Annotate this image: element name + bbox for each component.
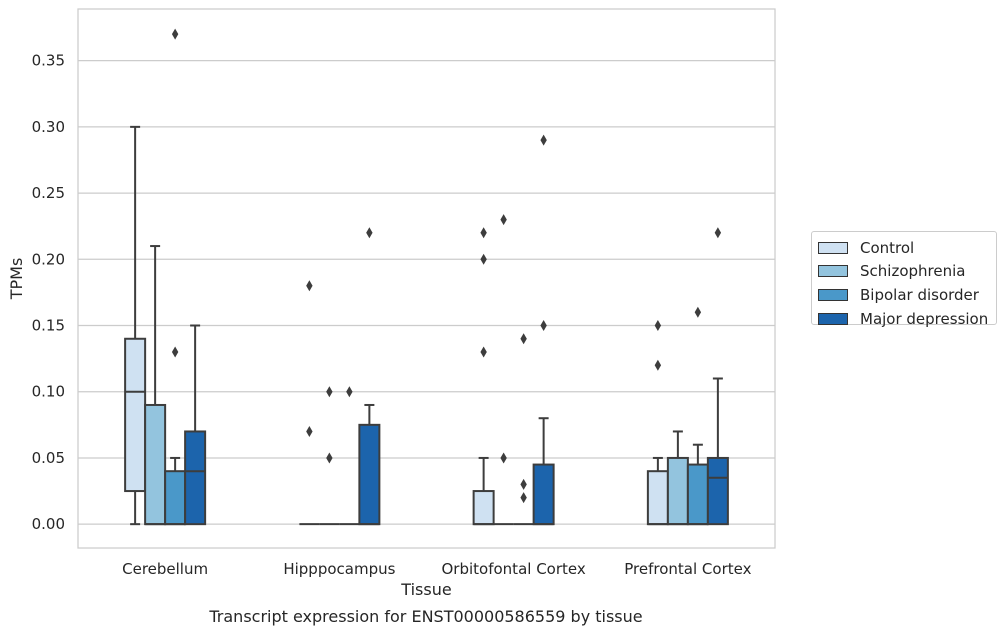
- box-bipolar-disorder: [339, 386, 360, 526]
- iqr-box: [184, 430, 207, 526]
- outlier-point: [306, 280, 313, 292]
- box-bipolar-disorder: [686, 306, 709, 526]
- chart-caption: Transcript expression for ENST0000058655…: [208, 607, 642, 626]
- outlier-point: [171, 346, 179, 358]
- outlier-point: [714, 227, 722, 239]
- y-tick-label: 0.05: [32, 449, 65, 467]
- y-tick-labels: 0.00 0.05 0.10 0.15 0.20 0.25 0.30 0.35: [32, 52, 65, 534]
- box-major-depression: [184, 324, 207, 526]
- box-schizophrenia: [493, 214, 514, 526]
- outlier-point: [520, 333, 527, 345]
- legend-item: Schizophrenia: [818, 260, 996, 284]
- iqr-box: [144, 403, 167, 526]
- iqr-box: [532, 463, 555, 526]
- iqr-box: [164, 470, 187, 526]
- outlier-point: [500, 214, 507, 226]
- legend-label: Bipolar disorder: [860, 285, 979, 304]
- legend-swatch: [818, 312, 848, 325]
- legend: Control Schizophrenia Bipolar disorder Majo…: [811, 231, 997, 328]
- box-schizophrenia: [144, 245, 167, 526]
- outlier-point: [306, 425, 313, 437]
- box-schizophrenia: [666, 430, 689, 526]
- y-tick-label: 0.20: [32, 250, 65, 268]
- box-control: [299, 280, 320, 526]
- legend-item: Major depression: [818, 307, 996, 331]
- outlier-point: [500, 452, 507, 464]
- box-major-depression: [532, 134, 555, 526]
- outlier-point: [520, 492, 527, 504]
- legend-swatch: [818, 288, 848, 301]
- box-control: [472, 227, 495, 526]
- legend-item: Control: [818, 236, 996, 260]
- legend-label: Major depression: [860, 309, 989, 328]
- outlier-point: [480, 346, 487, 358]
- box-major-depression: [706, 227, 729, 526]
- legend-swatch: [818, 241, 848, 254]
- iqr-box: [646, 470, 669, 526]
- plot-marks: [124, 28, 729, 526]
- legend-swatch: [818, 265, 848, 278]
- x-axis-label: Tissue: [400, 580, 451, 599]
- outlier-point: [654, 320, 662, 332]
- outlier-point: [694, 306, 702, 318]
- y-axis-label: TPMs: [7, 258, 26, 301]
- outlier-point: [326, 386, 333, 398]
- x-tick-labels: Cerebellum Hipppocampus Orbitofontal Corte…: [122, 560, 751, 578]
- outlier-point: [480, 253, 487, 265]
- y-tick-label: 0.15: [32, 317, 65, 335]
- iqr-box: [666, 456, 689, 526]
- plot-frame: [77, 8, 776, 549]
- box-schizophrenia: [319, 386, 340, 526]
- outlier-point: [654, 359, 662, 371]
- outlier-point: [540, 134, 547, 146]
- outlier-point: [520, 478, 527, 490]
- iqr-box: [706, 456, 729, 526]
- legend-item: Bipolar disorder: [818, 283, 996, 307]
- outlier-point: [326, 452, 333, 464]
- gridlines: [78, 60, 775, 525]
- x-tick-label: Cerebellum: [122, 560, 208, 578]
- legend-label: Control: [860, 238, 915, 257]
- x-tick-label: Orbitofontal Cortex: [442, 560, 586, 578]
- iqr-box: [472, 490, 495, 526]
- outlier-point: [480, 227, 487, 239]
- x-tick-label: Hipppocampus: [283, 560, 395, 578]
- y-tick-label: 0.30: [32, 118, 65, 136]
- y-tick-label: 0.25: [32, 184, 65, 202]
- box-bipolar-disorder: [164, 28, 187, 526]
- x-tick-label: Prefrontal Cortex: [624, 560, 751, 578]
- y-tick-label: 0.10: [32, 383, 65, 401]
- outlier-point: [171, 28, 179, 40]
- iqr-box: [686, 463, 709, 526]
- y-tick-label: 0.00: [32, 515, 65, 533]
- y-tick-label: 0.35: [32, 52, 65, 70]
- outlier-point: [346, 386, 353, 398]
- box-bipolar-disorder: [513, 333, 534, 526]
- iqr-box: [358, 423, 381, 526]
- iqr-box: [124, 337, 147, 493]
- outlier-point: [366, 227, 373, 239]
- box-major-depression: [358, 227, 381, 526]
- box-control: [124, 125, 147, 526]
- legend-label: Schizophrenia: [860, 262, 966, 281]
- box-control: [646, 320, 669, 526]
- outlier-point: [540, 320, 547, 332]
